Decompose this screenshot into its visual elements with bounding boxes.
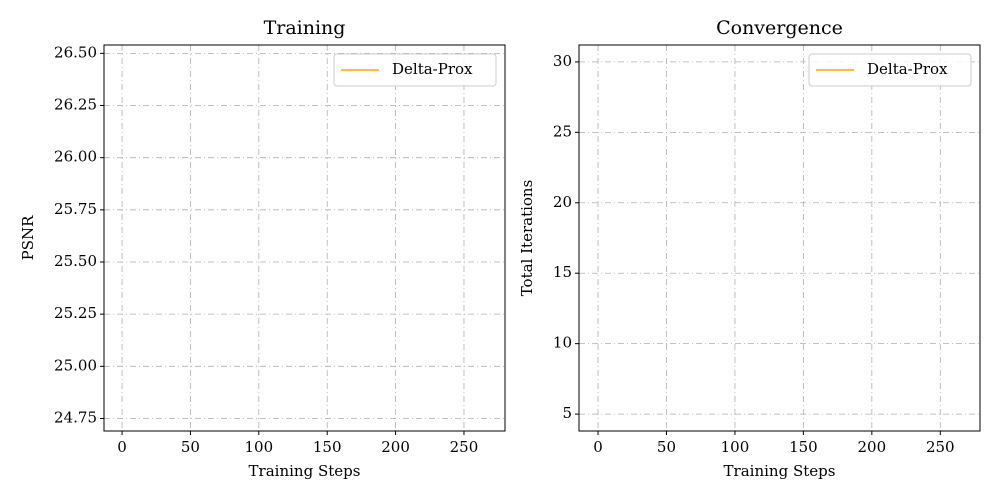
y-tick-label: 26.50 bbox=[54, 43, 97, 61]
y-tick-label: 5 bbox=[562, 404, 572, 422]
x-tick-label: 100 bbox=[721, 438, 750, 456]
legend-box bbox=[333, 53, 497, 87]
subplot: Convergence 0 50 100 150 200 250 5 10 15 20 25 30 Tra… bbox=[518, 17, 981, 480]
x-axis-label: Training Steps bbox=[724, 462, 836, 480]
x-tick-label: 150 bbox=[789, 438, 818, 456]
x-tick-label: 50 bbox=[657, 438, 676, 456]
x-tick-label: 150 bbox=[313, 438, 342, 456]
y-axis-label: PSNR bbox=[19, 215, 37, 260]
y-tick-label: 20 bbox=[553, 193, 572, 211]
y-tick-label: 26.25 bbox=[54, 96, 97, 114]
y-tick-label: 30 bbox=[553, 52, 572, 70]
x-tick-label: 200 bbox=[858, 438, 887, 456]
legend-label: Delta-Prox bbox=[392, 60, 473, 78]
x-tick-label: 200 bbox=[381, 438, 410, 456]
x-tick-label: 0 bbox=[117, 438, 127, 456]
y-tick-label: 24.75 bbox=[54, 408, 97, 426]
y-tick-label: 25.75 bbox=[54, 200, 97, 218]
y-tick-label: 15 bbox=[553, 263, 572, 281]
legend-label: Delta-Prox bbox=[867, 60, 948, 78]
x-tick-label: 0 bbox=[593, 438, 603, 456]
y-tick-label: 25 bbox=[553, 122, 572, 140]
y-tick-label: 25.25 bbox=[54, 304, 97, 322]
x-tick-label: 50 bbox=[181, 438, 200, 456]
x-tick-label: 100 bbox=[244, 438, 273, 456]
legend-box bbox=[808, 53, 972, 87]
y-tick-label: 25.00 bbox=[54, 356, 97, 374]
axes-frame bbox=[578, 44, 981, 432]
y-axis-label: Total Iterations bbox=[518, 180, 536, 297]
x-tick-label: 250 bbox=[450, 438, 479, 456]
chart-title: Convergence bbox=[716, 17, 843, 39]
y-tick-label: 10 bbox=[553, 334, 572, 352]
x-axis-label: Training Steps bbox=[249, 462, 361, 480]
chart-title: Training bbox=[264, 17, 346, 39]
x-tick-label: 250 bbox=[926, 438, 955, 456]
subplot: Training 0 50 100 150 200 250 24.75 25.00 25.25 25… bbox=[19, 17, 506, 480]
y-tick-label: 25.50 bbox=[54, 252, 97, 270]
axes-frame bbox=[103, 44, 506, 432]
y-tick-label: 26.00 bbox=[54, 148, 97, 166]
